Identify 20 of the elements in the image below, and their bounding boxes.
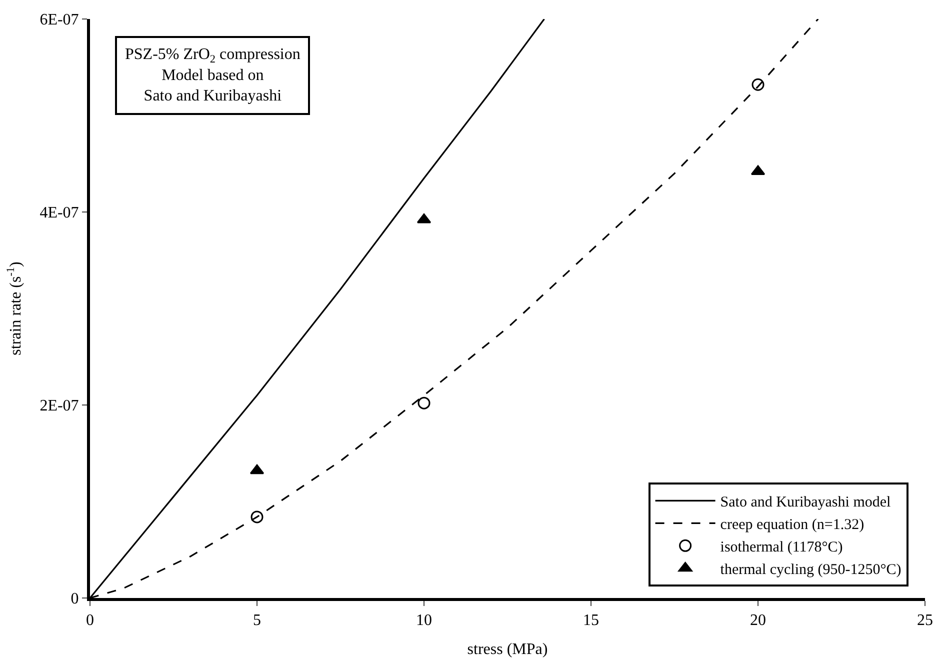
y-tick-label: 2E-07 xyxy=(40,398,79,415)
point xyxy=(418,396,430,410)
point xyxy=(250,510,264,524)
x-tick-label: 0 xyxy=(86,612,94,630)
annotation: PSZ-5% ZrO$_{2}$ compression Model based on Sato and Kuribayashi xyxy=(125,46,300,105)
x-tick-label: 5 xyxy=(253,612,261,630)
x-axis-title: stress (MPa) xyxy=(467,640,548,658)
y-tick-label: 6E-07 xyxy=(40,12,79,29)
y-tick-label: 0 xyxy=(70,590,79,608)
x-tick-label: 20 xyxy=(750,612,766,630)
x-tick-label: 10 xyxy=(416,612,432,630)
legend-label: creep equation (n=1.32) xyxy=(720,517,864,534)
point xyxy=(416,213,432,224)
y-tick-label: 4E-07 xyxy=(40,204,79,222)
legend-label: Sato and Kuribayashi model xyxy=(720,494,891,511)
legend-label: isothermal (1178°C) xyxy=(720,540,843,556)
point xyxy=(250,464,264,474)
x-tick-label: 15 xyxy=(583,612,599,630)
x-tick-label: 25 xyxy=(917,612,933,630)
legend-label: thermal cycling (950-1250°C) xyxy=(720,562,902,578)
